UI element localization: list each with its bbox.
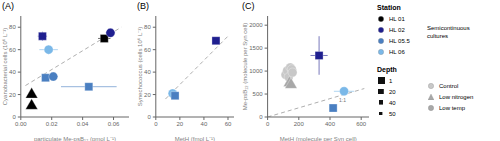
html-text:1: 1: [389, 77, 393, 84]
html-text:HL 05.5: HL 05.5: [389, 37, 410, 44]
svg-text:0: 0: [154, 121, 158, 127]
svg-text:MetH (molecule per Syn cell): MetH (molecule per Syn cell): [280, 136, 357, 141]
html-text:Control: Control: [439, 82, 459, 89]
html-text:Low temp: Low temp: [439, 104, 465, 111]
html-text:(C): (C): [242, 1, 255, 11]
html-text:40: 40: [389, 99, 396, 106]
svg-text:40: 40: [144, 69, 151, 75]
svg-text:40: 40: [201, 121, 208, 127]
html-text:Low nitrogen: Low nitrogen: [439, 93, 474, 100]
svg-text:0.02: 0.02: [46, 121, 58, 127]
html-text:HL 02: HL 02: [389, 26, 405, 33]
svg-text:60: 60: [144, 47, 151, 53]
svg-text:MetH (fmol L⁻¹): MetH (fmol L⁻¹): [175, 136, 215, 141]
svg-text:20: 20: [9, 92, 16, 98]
html-text:Station: Station: [377, 4, 401, 11]
svg-text:20: 20: [177, 121, 184, 127]
svg-text:0: 0: [12, 114, 16, 120]
svg-text:0.04: 0.04: [77, 121, 89, 127]
html-text:50: 50: [389, 110, 396, 117]
svg-text:0: 0: [259, 114, 263, 120]
svg-text:particulate Me-psB₁₂ (pmol L⁻¹: particulate Me-psB₁₂ (pmol L⁻¹): [34, 136, 116, 141]
svg-text:2000: 2000: [249, 22, 263, 28]
svg-text:20: 20: [144, 92, 151, 98]
svg-text:400: 400: [325, 121, 336, 127]
svg-text:0.06: 0.06: [108, 121, 120, 127]
html-text:(B): (B): [137, 1, 149, 11]
svg-text:60: 60: [225, 121, 232, 127]
html-text:Depth: Depth: [377, 66, 397, 73]
svg-text:Me-psB₁₂ (molecule per Syn cel: Me-psB₁₂ (molecule per Syn cell): [242, 23, 248, 111]
html-text:(A): (A): [2, 1, 14, 11]
svg-text:Synechococcus (cells 10⁶ L⁻¹): Synechococcus (cells 10⁶ L⁻¹): [137, 27, 143, 107]
html-text:HL 01: HL 01: [389, 15, 405, 22]
svg-text:1500: 1500: [249, 45, 263, 51]
html-text:cultures: cultures: [427, 33, 448, 39]
html-text:20: 20: [389, 88, 396, 95]
svg-text:80: 80: [9, 24, 16, 30]
svg-text:500: 500: [253, 91, 264, 97]
svg-text:40: 40: [9, 69, 16, 75]
svg-text:60: 60: [9, 47, 16, 53]
svg-text:0: 0: [147, 114, 151, 120]
svg-text:0: 0: [266, 121, 270, 127]
html-text:Semicontinuous: Semicontinuous: [427, 25, 470, 31]
svg-text:0.00: 0.00: [15, 121, 27, 127]
svg-text:Cyanobacterial cells (10⁶ L⁻¹): Cyanobacterial cells (10⁶ L⁻¹): [8, 28, 9, 106]
svg-text:80: 80: [144, 24, 151, 30]
svg-text:1:1: 1:1: [339, 97, 346, 103]
svg-text:1000: 1000: [249, 68, 263, 74]
svg-text:200: 200: [294, 121, 305, 127]
svg-text:600: 600: [356, 121, 367, 127]
html-text:HL 06: HL 06: [389, 48, 405, 55]
